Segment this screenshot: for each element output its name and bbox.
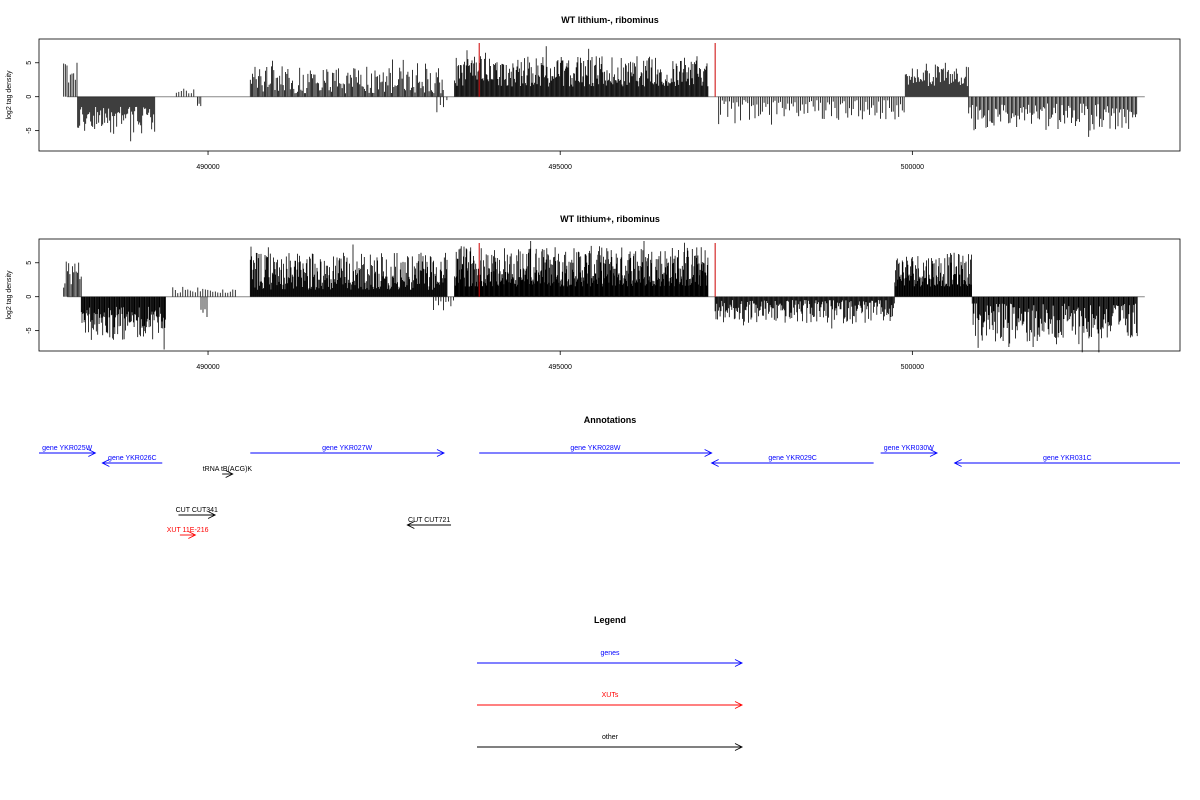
y-tick-label: -5	[26, 327, 33, 333]
annotation-arrow-head	[953, 459, 962, 467]
x-tick-label: 500000	[901, 164, 924, 171]
axes: 490000 495000 500000 -5 0 5	[26, 261, 924, 371]
track-title: WT lithium+, ribominus	[560, 214, 660, 224]
annotation-arrow-head	[101, 459, 110, 467]
legend-label: other	[602, 734, 619, 741]
x-tick-label: 490000	[196, 164, 219, 171]
x-tick-label: 495000	[549, 364, 572, 371]
annotation-label: CUT CUT721	[408, 517, 450, 524]
annotation-arrow-head	[207, 511, 217, 519]
annotations-title: Annotations	[584, 415, 637, 425]
legend-panel: Legend genes XUTs other	[477, 615, 744, 751]
y-axis-label: log2 tag density	[6, 70, 13, 120]
bar-marks	[63, 241, 1145, 353]
annotation-label: XUT 11E-216	[167, 527, 209, 534]
legend-label: XUTs	[602, 692, 619, 699]
annotation-arrow-head	[225, 470, 234, 478]
y-axis-label: log2 tag density	[6, 270, 13, 320]
y-tick-label: 5	[26, 261, 33, 265]
annotation-label: gene YKR031C	[1043, 455, 1092, 462]
y-tick-label: 0	[26, 95, 33, 99]
y-tick-label: -5	[26, 127, 33, 133]
legend-arrow-head	[734, 659, 744, 667]
y-tick-label: 5	[26, 61, 33, 65]
annotation-label: gene YKR026C	[108, 455, 157, 462]
legend-label: genes	[600, 650, 620, 657]
y-tick-label: 0	[26, 295, 33, 299]
annotation-arrow-head	[88, 449, 97, 457]
annotation-label: gene YKR029C	[768, 455, 817, 462]
legend-arrow-head	[734, 743, 744, 751]
annotation-arrow-head	[436, 449, 445, 457]
annotation-label: gene YKR025W	[42, 445, 92, 452]
annotation-label: gene YKR028W	[570, 445, 620, 452]
annotation-arrow-head	[406, 521, 415, 529]
annotations-panel: Annotations gene YKR025W gene YKR026C tRNA…	[39, 415, 1180, 539]
x-tick-label: 490000	[196, 364, 219, 371]
annotation-arrow-head	[188, 531, 197, 539]
legend-arrow-head	[734, 701, 744, 709]
axes: 490000 495000 500000 -5 0 5	[26, 61, 924, 171]
annotation-label: CUT CUT341	[176, 507, 218, 514]
plot-frame	[38, 238, 1181, 352]
bar-marks	[63, 43, 1145, 142]
annotation-arrow-head	[929, 449, 939, 457]
x-tick-label: 500000	[901, 364, 924, 371]
x-tick-label: 495000	[549, 164, 572, 171]
annotation-label: gene YKR027W	[322, 445, 372, 452]
track-panel-lithium-plus: WT lithium+, ribominus log2 tag density …	[6, 214, 1181, 371]
track-title: WT lithium-, ribominus	[561, 15, 659, 25]
annotation-arrow-head	[710, 459, 719, 467]
annotation-arrow-head	[704, 449, 713, 457]
annotation-label: gene YKR030W	[884, 445, 934, 452]
plot-frame	[38, 38, 1181, 152]
legend-title: Legend	[594, 615, 626, 625]
track-panel-lithium-minus: WT lithium-, ribominus log2 tag density …	[6, 15, 1181, 171]
annotation-label: tRNA tB(ACG)K	[203, 466, 253, 473]
